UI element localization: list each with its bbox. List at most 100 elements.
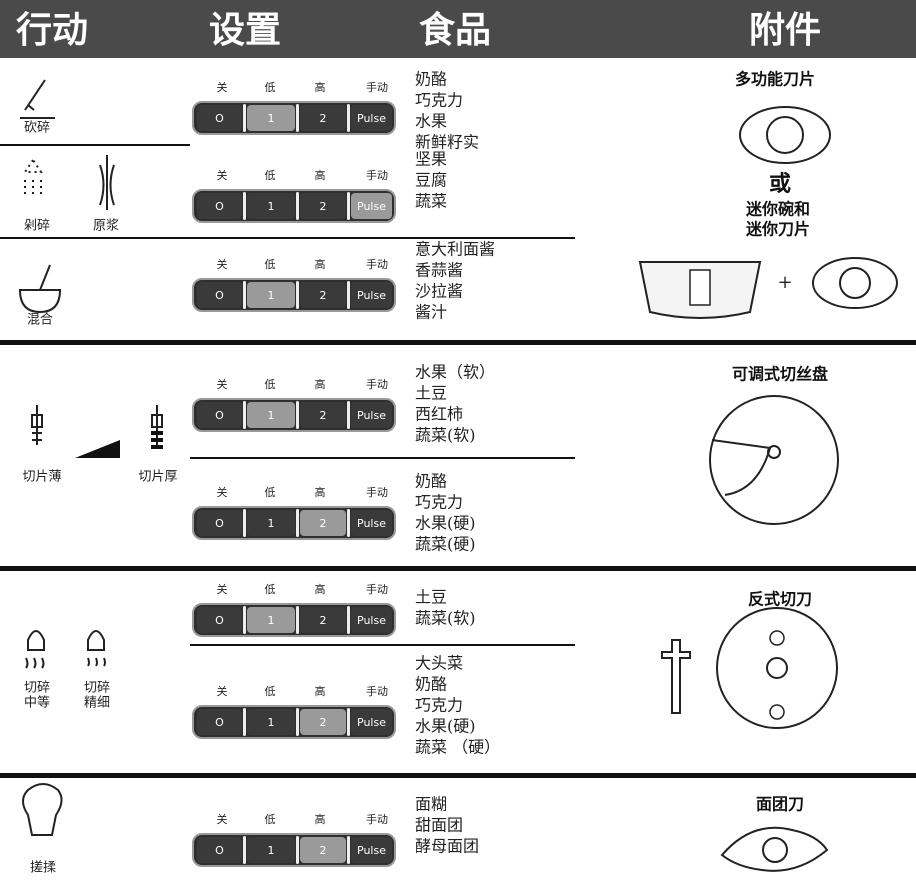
setting-label: 低 [265, 169, 276, 182]
setting-label: 低 [265, 685, 276, 698]
button-label: 2 [320, 289, 327, 302]
setting-label: 手动 [366, 485, 388, 499]
button-label: O [215, 112, 224, 125]
setting-button [300, 837, 346, 863]
plus-sign: + [777, 272, 792, 293]
setting-label: 高 [315, 168, 326, 182]
food-item: 土豆 [415, 588, 447, 607]
button-label: Pulse [357, 614, 386, 627]
setting-button [197, 105, 242, 131]
setting-button [197, 193, 242, 219]
setting-button [351, 282, 392, 308]
setting-button [247, 510, 295, 536]
button-label: O [215, 844, 224, 857]
blade-image [812, 257, 898, 309]
button-separator [347, 509, 350, 537]
food-item: 土豆 [415, 384, 447, 403]
button-label: 2 [320, 200, 327, 213]
setting-label: 高 [315, 377, 326, 391]
setting-button [300, 105, 346, 131]
setting-label: 关 [217, 257, 228, 271]
setting-button [300, 402, 346, 428]
food-item: 奶酪 [415, 675, 447, 694]
setting-button [300, 282, 346, 308]
button-label: Pulse [357, 517, 386, 530]
accessory-label: 迷你碗和 [745, 200, 810, 219]
setting-label: 低 [265, 583, 276, 596]
setting-label: 手动 [366, 377, 388, 391]
food-item: 面糊 [415, 795, 447, 814]
food-item: 西红柿 [415, 405, 463, 424]
setting-button [300, 510, 346, 536]
button-label: 1 [268, 200, 275, 213]
blade-image [739, 106, 831, 164]
setting-button [351, 510, 392, 536]
button-separator [347, 836, 350, 864]
setting-button [197, 709, 242, 735]
disc-image [716, 607, 838, 729]
food-item: 水果 [415, 112, 447, 131]
setting-label: 高 [315, 257, 326, 271]
button-separator [296, 401, 299, 429]
button-separator [243, 104, 246, 132]
button-label: 1 [268, 614, 275, 627]
setting-label: 低 [265, 81, 276, 94]
food-item: 奶酪 [415, 472, 447, 491]
setting-label: 手动 [366, 80, 388, 94]
setting-button [300, 607, 346, 633]
setting-label: 关 [217, 812, 228, 826]
action-label: 切碎 [84, 681, 110, 696]
action-label: 切片薄 [22, 470, 61, 485]
food-item: 蔬菜(硬) [415, 535, 476, 554]
setting-label: 关 [217, 582, 228, 596]
food-item: 蔬菜(软) [415, 426, 476, 445]
button-label: Pulse [357, 112, 386, 125]
food-item: 香蒜酱 [415, 261, 463, 280]
button-label: Pulse [357, 716, 386, 729]
setting-label: 关 [217, 168, 228, 182]
food-item: 水果(硬) [415, 717, 476, 736]
button-separator [296, 104, 299, 132]
setting-label: 低 [265, 813, 276, 826]
food-item: 坚果 [415, 150, 447, 169]
button-label: O [215, 289, 224, 302]
action-label: 中等 [24, 695, 50, 711]
setting-label: 高 [315, 485, 326, 499]
button-label: 2 [320, 517, 327, 530]
setting-label: 高 [315, 80, 326, 94]
action-label: 切片厚 [138, 470, 177, 485]
spindle-image [661, 639, 691, 714]
button-separator [243, 401, 246, 429]
setting-label: 手动 [366, 168, 388, 182]
button-label: O [215, 716, 224, 729]
action-label: 砍碎 [24, 121, 50, 136]
setting-button [351, 402, 392, 428]
button-label: Pulse [357, 289, 386, 302]
dough-blade-image [720, 826, 829, 872]
food-item: 酵母面团 [415, 837, 479, 856]
button-separator [296, 708, 299, 736]
food-item: 巧克力 [415, 696, 463, 715]
accessory-label: 可调式切丝盘 [732, 365, 828, 384]
control-panel: 关 低 高 手动 O 1 2 Pulse [192, 168, 396, 223]
header-setting: 设置 [209, 10, 281, 51]
control-panel: 关 低 高 手动 O 1 2 Pulse [192, 377, 396, 432]
setting-button [247, 105, 295, 131]
setting-label: 低 [265, 486, 276, 499]
setting-button [300, 709, 346, 735]
setting-button [247, 193, 295, 219]
food-item: 新鲜籽实 [415, 133, 479, 152]
control-panel: 关 低 高 手动 O 1 2 Pulse [192, 582, 396, 637]
food-item: 奶酪 [415, 70, 447, 89]
setting-label: 手动 [366, 257, 388, 271]
button-label: Pulse [357, 844, 386, 857]
setting-label: 高 [315, 812, 326, 826]
button-label: 1 [268, 289, 275, 302]
setting-button [247, 709, 295, 735]
button-separator [296, 281, 299, 309]
action-label: 混合 [27, 313, 53, 328]
button-separator [347, 401, 350, 429]
food-item: 酱汁 [415, 303, 447, 322]
